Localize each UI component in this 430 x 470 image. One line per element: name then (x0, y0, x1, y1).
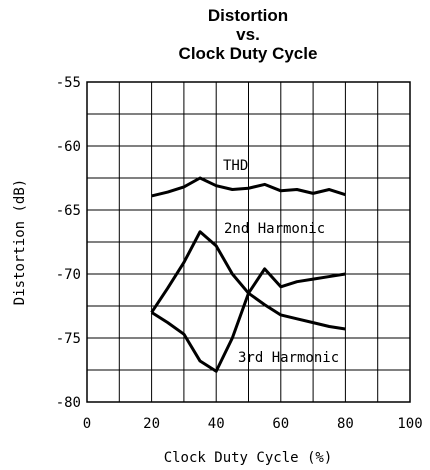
y-tick-label: -75 (56, 331, 81, 347)
x-axis-label: Clock Duty Cycle (%) (164, 450, 333, 466)
chart-title: vs. (236, 25, 260, 44)
y-tick-label: -80 (56, 395, 81, 411)
x-tick-label: 0 (83, 416, 91, 432)
series-annotation: 2nd Harmonic (224, 221, 325, 237)
x-tick-label: 100 (397, 416, 422, 432)
x-tick-label: 60 (272, 416, 289, 432)
chart-title: Clock Duty Cycle (179, 44, 318, 63)
series-line (150, 267, 346, 373)
x-tick-label: 80 (337, 416, 354, 432)
x-tick-label: 40 (208, 416, 225, 432)
chart-title: Distortion (208, 6, 288, 25)
y-axis-label: Distortion (dB) (12, 179, 28, 305)
y-tick-label: -70 (56, 267, 81, 283)
series-annotation: THD (223, 158, 248, 174)
y-tick-label: -60 (56, 139, 81, 155)
plot-frame (86, 81, 411, 403)
y-tick-label: -65 (56, 203, 81, 219)
series-line (151, 176, 346, 198)
y-tick-label: -55 (56, 75, 81, 91)
x-tick-label: 20 (143, 416, 160, 432)
series-annotation: 3rd Harmonic (238, 350, 339, 366)
